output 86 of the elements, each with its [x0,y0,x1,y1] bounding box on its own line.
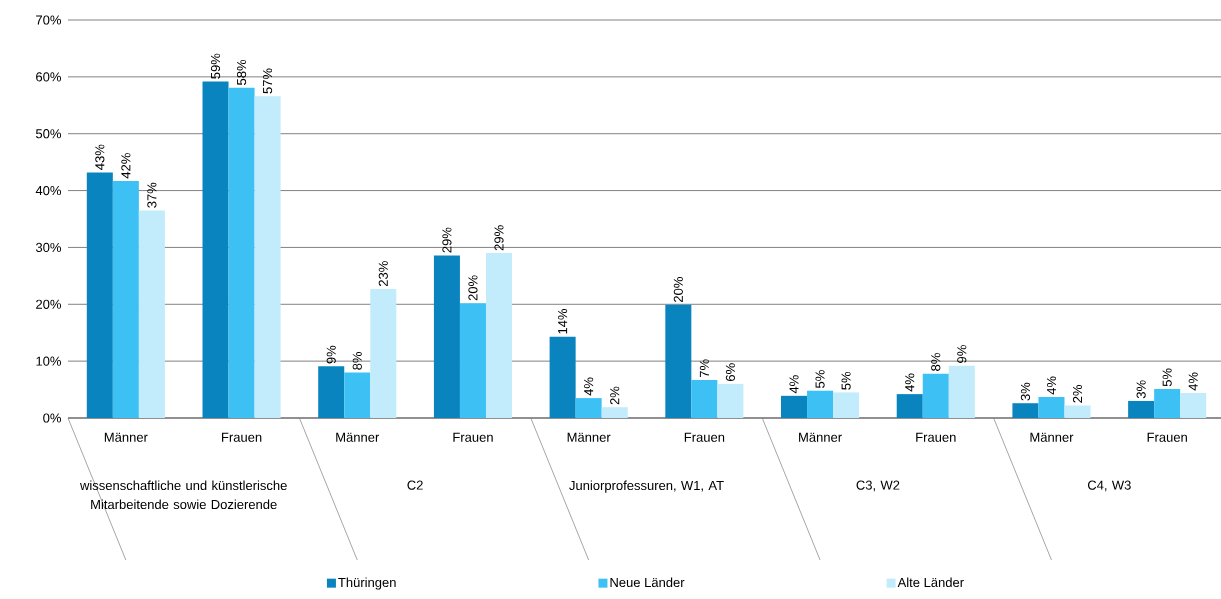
bar [433,255,460,418]
bar [138,210,165,418]
bar [318,366,345,418]
data-label: 8% [931,353,941,371]
legend-label: Thüringen [338,577,396,590]
y-tick-label: 10% [36,356,61,366]
bar [691,379,718,418]
data-label: 2% [610,386,620,405]
data-label: 4% [584,377,594,396]
bar [370,288,397,418]
data-label: 29% [442,227,452,253]
data-label: 58% [236,59,247,85]
text: C3, W2 [856,480,900,492]
bar [202,81,229,418]
data-label: 2% [1072,384,1083,403]
data-label: 57% [263,68,273,94]
bar [485,253,513,418]
bar [228,87,255,418]
bar [922,373,949,418]
y-tick-label: 50% [35,129,61,139]
bar [896,394,923,418]
x-tick-label: Männer [104,432,148,442]
x-tick-label: Männer [1030,432,1074,442]
y-tick-label: 40% [35,185,61,196]
x-tick-label: Frauen [1147,432,1187,442]
y-tick-label: 60% [36,72,61,82]
bar [1180,392,1207,418]
legend-label: Neue Länder [610,577,685,588]
data-label: 4% [1046,376,1057,395]
y-tick-label: 70% [36,15,61,25]
bar [344,372,371,418]
data-label: 23% [378,261,388,287]
y-tick-label: 0% [43,413,61,423]
bar [601,407,628,418]
data-label: 8% [352,351,362,370]
data-label: 4% [1188,372,1198,391]
x-tick-label: Frauen [684,432,725,442]
data-label: 9% [957,345,967,363]
bar [665,304,692,418]
bar [717,383,744,418]
data-label: 5% [841,371,851,390]
y-tick-label: 20% [36,299,61,309]
text: C4, W3 [1087,480,1131,492]
text: C2 [407,480,423,490]
data-label: 42% [121,153,131,179]
data-label: 37% [147,182,157,208]
bar [575,398,602,418]
bar [254,96,281,418]
bar [459,303,486,418]
bar [1154,389,1181,418]
data-label: 14% [558,308,568,334]
bar [1128,400,1155,418]
data-label: 59% [210,53,221,79]
x-tick-label: Frauen [453,432,493,442]
bar [86,172,113,418]
data-label: 3% [1020,382,1031,401]
x-tick-label: Frauen [222,432,262,442]
data-label: 7% [699,359,709,378]
x-tick-label: Frauen [916,432,956,442]
data-label: 3% [1136,380,1146,399]
data-label: 43% [95,144,105,170]
bar [112,180,139,418]
bar [807,390,834,418]
data-label: 29% [494,225,504,251]
y-tick-label: 30% [35,242,61,253]
legend-label: Alte Länder [897,577,964,588]
data-label: 6% [725,363,735,382]
bar [1012,403,1039,418]
bar [948,365,975,418]
bar [549,336,576,418]
bar [1064,405,1091,418]
data-label: 4% [905,373,915,392]
x-tick-label: Männer [799,432,842,442]
bar [781,395,808,418]
text: wissenschaftliche und künstlerische Mitarbeitende sowie Dozierende [80,480,287,510]
data-label: 5% [815,370,825,388]
x-tick-label: Männer [336,432,380,442]
data-label: 20% [673,277,683,302]
data-label: 20% [468,275,478,301]
text: Juniorprofessuren, W1, AT [569,480,724,493]
bar [833,392,860,418]
data-label: 4% [789,375,799,394]
data-label: 5% [1162,368,1172,387]
data-label: 9% [326,345,336,364]
x-tick-label: Männer [567,432,611,442]
bar [1038,396,1065,418]
